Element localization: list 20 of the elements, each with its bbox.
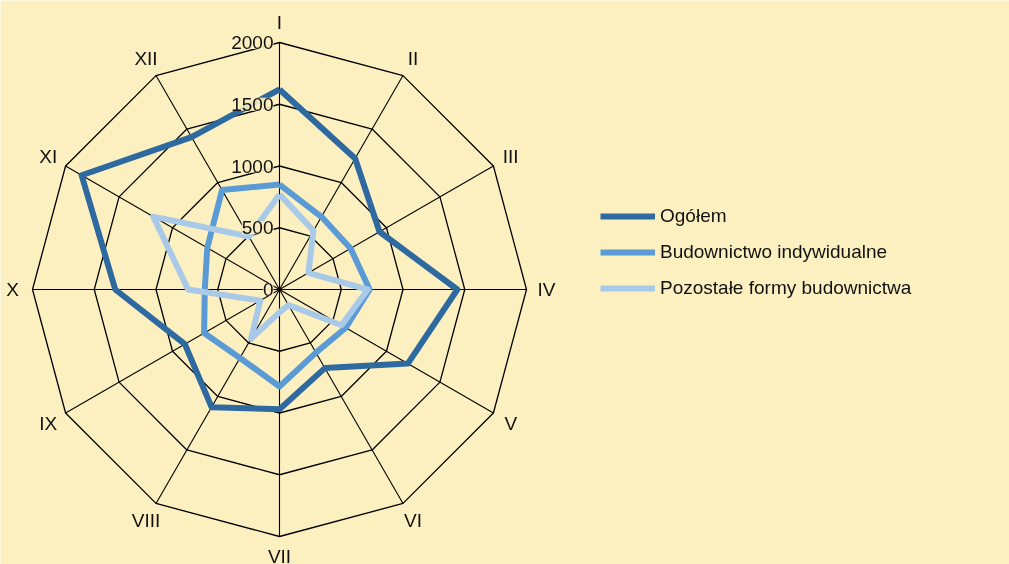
y-tick-label: 500: [241, 217, 274, 239]
spoke-label: VIII: [131, 510, 161, 532]
spoke-label: I: [276, 12, 283, 33]
spoke-label: III: [502, 145, 519, 167]
y-tick-label: 1000: [231, 155, 274, 177]
legend-label: Budownictwo indywidualne: [660, 241, 888, 263]
spoke-label: XII: [134, 47, 158, 69]
spoke-label: IV: [537, 279, 556, 300]
spoke-label: X: [6, 279, 20, 300]
spoke-label: VII: [267, 546, 292, 564]
spoke-label: II: [407, 47, 419, 69]
y-tick-label: 1500: [231, 93, 274, 115]
legend-label: Ogółem: [660, 205, 727, 227]
y-tick-label: 0: [262, 279, 274, 300]
spoke-label: XI: [39, 145, 58, 167]
y-tick-label: 2000: [231, 32, 274, 53]
spoke-label: IX: [39, 412, 58, 434]
legend-label: Pozostałe formy budownictwa: [660, 277, 912, 299]
spoke-label: VI: [404, 510, 422, 532]
spoke-label: V: [504, 412, 518, 434]
